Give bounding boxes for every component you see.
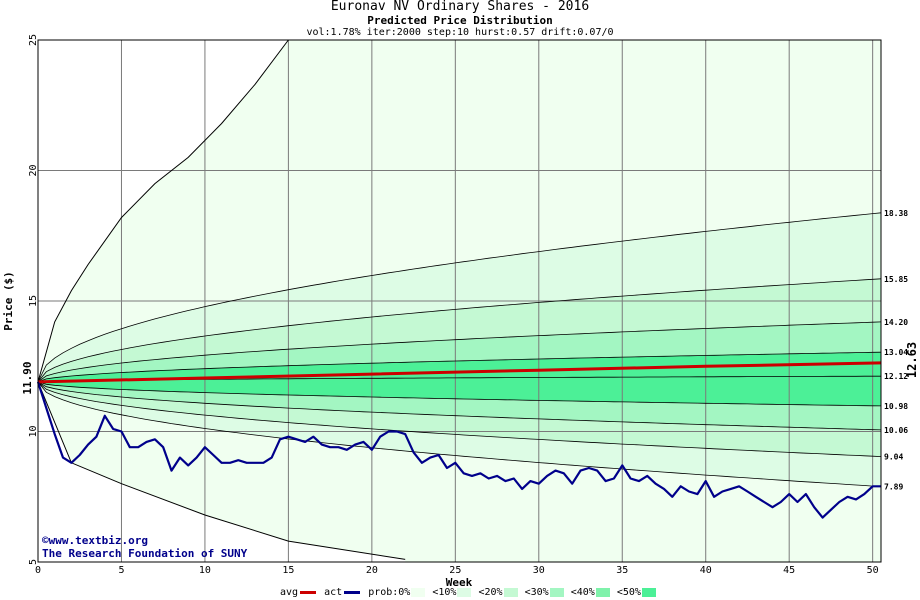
start-price-label: 11.90 [21, 361, 34, 394]
legend-band-50: <50% [616, 587, 641, 598]
legend-avg-label: avg [280, 587, 299, 598]
envelope-lower-line [37, 381, 406, 560]
credits-org: The Research Foundation of SUNY [42, 547, 248, 560]
percentile-end-label: 7.89 [884, 483, 903, 492]
legend: avg act prob:0% <10% <20% <30% <40% <50% [280, 587, 657, 599]
percentile-end-label: 15.85 [884, 275, 908, 284]
y-tick-label: 20 [28, 164, 39, 176]
percentile-line-13.04 [37, 351, 882, 383]
percentile-line-14.20 [37, 321, 882, 383]
x-tick-label: 10 [199, 565, 211, 576]
legend-band-20-swatch [503, 588, 518, 597]
legend-band-10: <10% [432, 587, 457, 598]
x-tick-label: 20 [366, 565, 378, 576]
credits: ©www.textbiz.org The Research Foundation… [42, 534, 247, 560]
percentile-line-15.85 [37, 278, 882, 383]
percentile-end-label: 18.38 [884, 209, 908, 218]
legend-prob-label: prob:0% [368, 587, 411, 598]
percentile-end-label: 10.06 [884, 426, 908, 435]
avg-line [37, 361, 882, 384]
legend-band-10-swatch [457, 588, 472, 597]
legend-band-40: <40% [570, 587, 595, 598]
chart-parameters: vol:1.78% iter:2000 step:10 hurst:0.57 d… [306, 27, 614, 38]
y-tick-label: 15 [28, 295, 39, 307]
legend-band-30-swatch [549, 588, 564, 597]
percentile-end-label: 14.20 [884, 318, 908, 327]
x-tick-label: 5 [118, 565, 124, 576]
chart-subtitle: Predicted Price Distribution [367, 14, 553, 27]
band-50pct [38, 352, 881, 406]
x-tick-label: 45 [783, 565, 795, 576]
y-tick-label: 10 [28, 425, 39, 437]
x-tick-label: 35 [616, 565, 628, 576]
legend-band-40-swatch [595, 588, 610, 597]
legend-act-label: act [324, 587, 343, 598]
axis-ticks: 0 5 10 15 20 25 30 35 40 45 5051015202518.3815.851… [28, 34, 908, 576]
actual-price-line [36, 381, 881, 519]
percentile-line-10.98 [37, 381, 882, 407]
chart-title: Euronav NV Ordinary Shares - 2016 [330, 0, 590, 14]
x-tick-label: 30 [533, 565, 545, 576]
percentile-end-label: 9.04 [884, 453, 903, 462]
legend-band-20: <20% [478, 587, 503, 598]
percentile-line-7.89 [37, 381, 882, 487]
y-tick-label: 25 [28, 34, 39, 46]
percentile-end-label: 13.04 [884, 348, 908, 357]
legend-band-50-swatch [641, 588, 656, 597]
avg-end-price-label: 12.63 [905, 342, 919, 378]
percentile-end-label: 12.12 [884, 372, 908, 381]
y-tick-label: 5 [28, 559, 39, 565]
x-tick-label: 40 [700, 565, 712, 576]
legend-band-0-swatch [411, 588, 426, 597]
envelope-upper-line [37, 39, 289, 383]
percentile-line-10.06 [37, 381, 882, 431]
credits-site: ©www.textbiz.org [42, 534, 148, 547]
x-tick-label: 50 [867, 565, 879, 576]
legend-act-swatch [344, 591, 361, 594]
x-tick-label: 15 [282, 565, 294, 576]
percentile-end-label: 10.98 [884, 402, 908, 411]
x-tick-label: 25 [449, 565, 461, 576]
series-lines [36, 361, 882, 519]
legend-band-30: <30% [524, 587, 549, 598]
percentile-line-9.04 [37, 381, 882, 457]
y-axis-label: Price ($) [2, 271, 15, 331]
plot-frame [37, 39, 882, 563]
legend-avg-swatch [300, 591, 317, 594]
percentile-line-18.38 [37, 212, 882, 383]
x-axis-label: Week [446, 576, 473, 589]
percentile-lines [37, 39, 882, 560]
x-tick-label: 0 [35, 565, 41, 576]
